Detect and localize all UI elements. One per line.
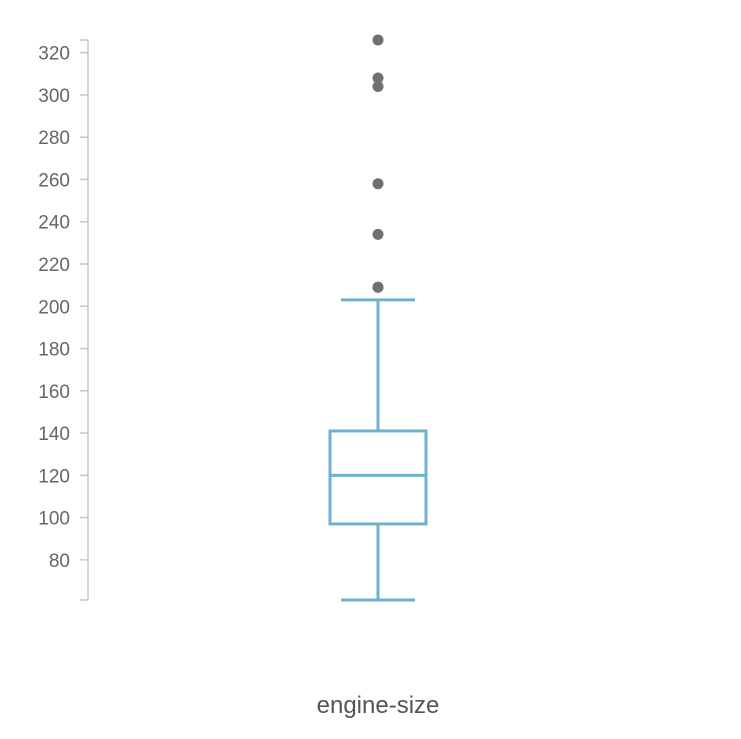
outlier-point bbox=[372, 178, 384, 190]
y-tick-label: 260 bbox=[38, 170, 70, 191]
y-tick-label: 320 bbox=[38, 44, 70, 65]
y-tick-label: 120 bbox=[38, 466, 70, 487]
y-tick-label: 240 bbox=[38, 213, 70, 234]
x-axis-label: engine-size bbox=[317, 692, 440, 719]
y-tick-label: 300 bbox=[38, 86, 70, 107]
outlier-point bbox=[372, 228, 384, 240]
box-group bbox=[328, 34, 428, 602]
y-tick-label: 220 bbox=[38, 255, 70, 276]
y-tick-label: 280 bbox=[38, 128, 70, 149]
y-tick-label: 180 bbox=[38, 340, 70, 361]
iqr-box bbox=[328, 429, 428, 526]
outlier-point bbox=[372, 80, 384, 92]
outlier-point bbox=[372, 34, 384, 46]
y-tick-label: 140 bbox=[38, 424, 70, 445]
y-tick-label: 200 bbox=[38, 297, 70, 318]
outlier-point bbox=[372, 281, 384, 293]
y-tick-label: 160 bbox=[38, 382, 70, 403]
y-tick-label: 100 bbox=[38, 509, 70, 530]
y-axis: 80 100 120 140 160 180 200 220 240 260 280 300 320 bbox=[38, 39, 89, 601]
y-tick-label: 80 bbox=[49, 551, 70, 572]
outlier-point bbox=[372, 72, 384, 84]
